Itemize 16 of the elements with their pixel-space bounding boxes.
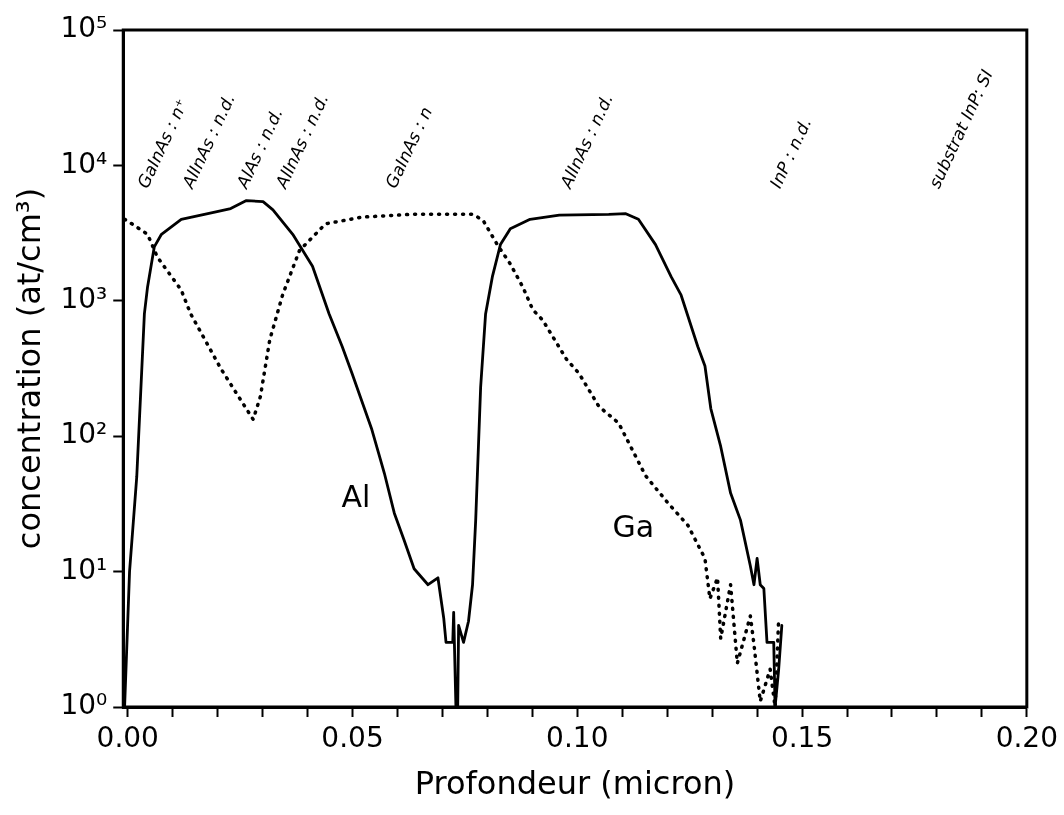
annotation: InP : n.d. (765, 114, 816, 192)
x-tick-label: 0.20 (995, 721, 1058, 755)
y-tick-label: 10⁵ (60, 11, 108, 45)
series-label: Al (341, 479, 371, 515)
y-tick-label: 10⁴ (60, 146, 108, 180)
x-tick-label: 0.15 (770, 721, 834, 755)
x-axis-title: Profondeur (micron) (414, 764, 736, 803)
y-axis-title: concentration (at/cm³) (9, 187, 48, 550)
x-tick-label: 0.00 (96, 721, 159, 755)
series-label: Ga (612, 509, 655, 544)
y-tick-label: 10¹ (60, 552, 108, 586)
y-tick-label: 10⁰ (60, 688, 108, 722)
x-tick-label: 0.05 (321, 721, 384, 755)
x-tick-label: 0.10 (546, 721, 609, 755)
y-tick-label: 10³ (60, 282, 108, 316)
y-tick-label: 10² (60, 417, 108, 451)
